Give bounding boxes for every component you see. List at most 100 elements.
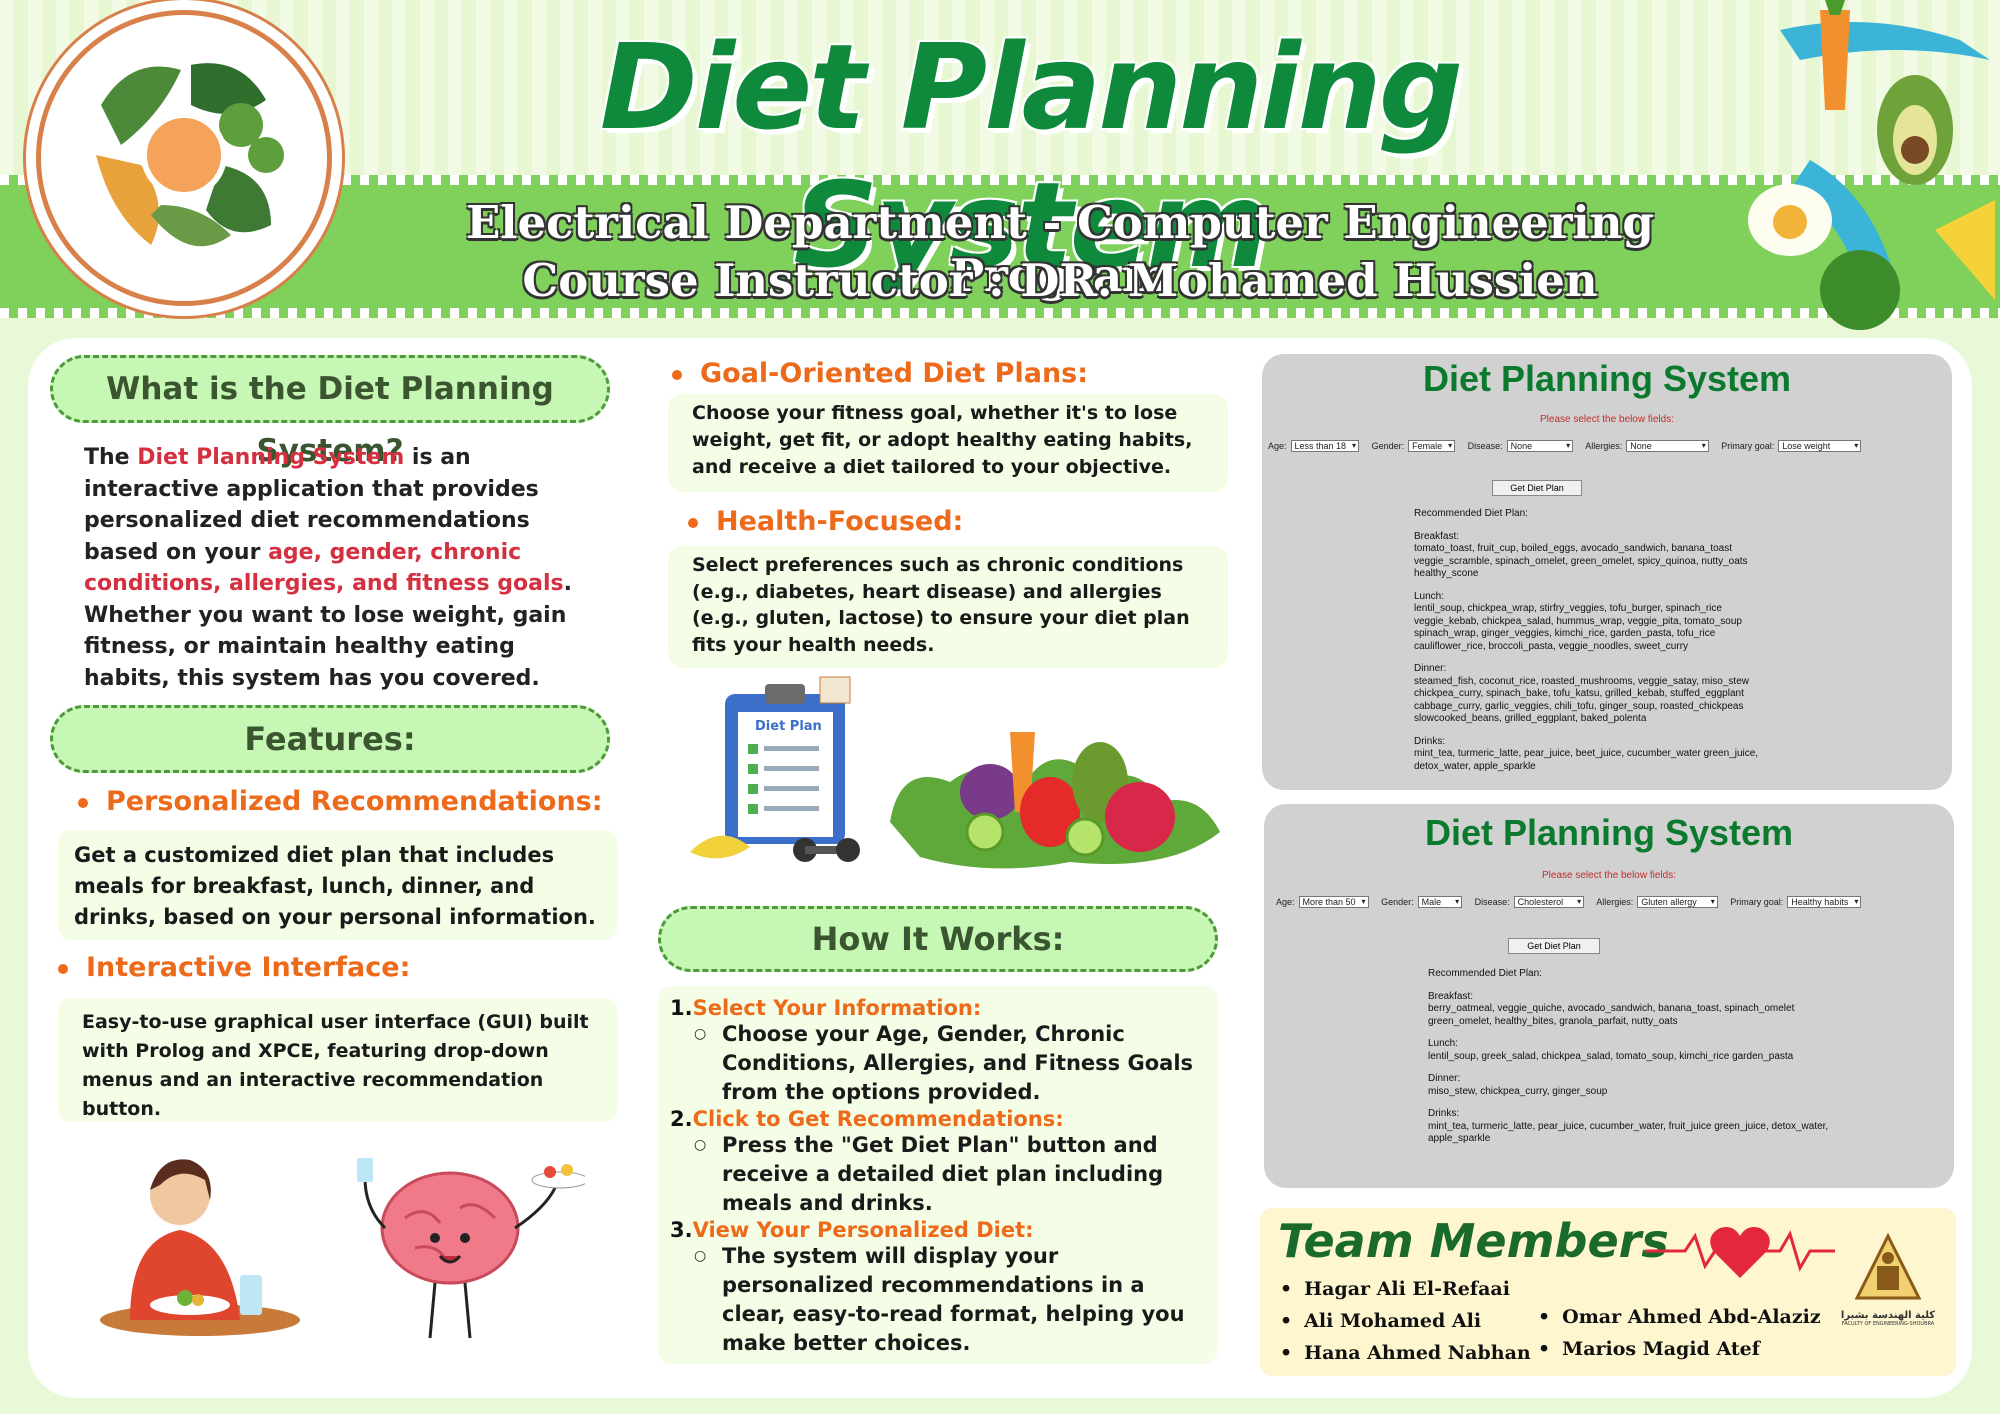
screen1-allergies-select[interactable]: None xyxy=(1626,440,1709,452)
screen2-allergies-label: Allergies: xyxy=(1596,897,1634,907)
team-member-3: Hana Ahmed Nabhan xyxy=(1280,1342,1531,1364)
screen1-allergies-label: Allergies: xyxy=(1585,441,1623,451)
feature-text-3: Choose your fitness goal, whether it's t… xyxy=(668,394,1228,492)
app-screenshot-1: Diet Planning System Please select the b… xyxy=(1262,354,1952,790)
step-2: 2.Click to Get Recommendations: Press th… xyxy=(670,1107,1206,1218)
feature-title-2: Interactive Interface: xyxy=(58,952,410,983)
screen2-gender-label: Gender: xyxy=(1381,897,1414,907)
feature-title-3-text: Goal-Oriented Diet Plans: xyxy=(700,358,1089,389)
feature-title-4: Health-Focused: xyxy=(688,506,963,537)
screen2-fields: Age:More than 50 Gender:Male Disease:Cho… xyxy=(1276,896,1871,908)
step-2-text: Press the "Get Diet Plan" button and rec… xyxy=(694,1131,1206,1218)
what-the: The xyxy=(84,445,138,470)
features-heading: Features: xyxy=(50,705,610,773)
screen2-disease-label: Disease: xyxy=(1474,897,1510,907)
step-3-title: View Your Personalized Diet: xyxy=(692,1218,1034,1242)
feature-text-2: Easy-to-use graphical user interface (GU… xyxy=(58,998,618,1122)
screen2-dinner-label: Dinner: xyxy=(1428,1073,1461,1084)
what-is-heading: What is the Diet Planning System? xyxy=(50,355,610,469)
what-mid: is an interactive application that provi… xyxy=(84,445,539,565)
factors-highlight: age, gender, chronic conditions, allergi… xyxy=(84,539,564,597)
screen2-breakfast-label: Breakfast: xyxy=(1428,990,1474,1002)
woman-eating-illustration xyxy=(90,1140,300,1344)
screen2-lunch: lentil_soup, greek_salad, chickpea_salad… xyxy=(1428,1050,1794,1062)
step-3: 3.View Your Personalized Diet: The syste… xyxy=(670,1218,1206,1358)
screen1-fields: Age:Less than 18 Gender:Female Disease:N… xyxy=(1268,440,1871,452)
feature-text-4: Select preferences such as chronic condi… xyxy=(668,546,1228,668)
how-it-works-box: 1.Select Your Information: Choose your A… xyxy=(658,986,1218,1364)
vegetables-tape-illustration xyxy=(1720,0,2000,344)
step-1-text: Choose your Age, Gender, Chronic Conditi… xyxy=(694,1020,1206,1107)
screen2-prompt: Please select the below fields: xyxy=(1542,870,1676,881)
heartbeat-icon xyxy=(1645,1216,1835,1290)
feature-title-1-text: Personalized Recommendations: xyxy=(106,786,603,817)
screen2-drinks-label: Drinks: xyxy=(1428,1108,1460,1119)
feature-title-4-text: Health-Focused: xyxy=(716,506,964,537)
step-3-num: 3. xyxy=(670,1218,693,1242)
feature-title-3: Goal-Oriented Diet Plans: xyxy=(672,358,1088,389)
team-member-4: Omar Ahmed Abd-Alaziz xyxy=(1538,1306,1821,1328)
how-it-works-heading: How It Works: xyxy=(658,906,1218,972)
step-1-title: Select Your Information: xyxy=(692,996,982,1020)
step-3-text: The system will display your personalize… xyxy=(694,1242,1206,1358)
step-2-title: Click to Get Recommendations: xyxy=(692,1107,1064,1131)
screen2-disease-select[interactable]: Cholesterol xyxy=(1513,896,1585,908)
screen2-goal-select[interactable]: Healthy habits xyxy=(1787,896,1862,908)
screen2-goal-label: Primary goal: xyxy=(1730,897,1784,907)
what-end: . Whether you want to lose weight, gain … xyxy=(84,571,572,691)
screen1-drinks-label: Drinks: xyxy=(1414,735,1446,747)
faculty-logo: كلية الهندسة بشبرا FACULTY OF ENGINEERIN… xyxy=(1828,1232,1948,1327)
header-band xyxy=(0,175,2000,318)
screen1-goal-label: Primary goal: xyxy=(1721,441,1775,451)
screen2-dinner: miso_stew, chickpea_curry, ginger_soup xyxy=(1428,1085,1608,1097)
team-member-2: Ali Mohamed Ali xyxy=(1280,1310,1481,1332)
screen1-gender-select[interactable]: Female xyxy=(1408,440,1456,452)
logo-arabic-text: كلية الهندسة بشبرا xyxy=(1840,1310,1936,1321)
screen1-breakfast: tomato_toast, fruit_cup, boiled_eggs, av… xyxy=(1414,543,1748,579)
screen2-title: Diet Planning System xyxy=(1424,812,1794,853)
screen1-get-diet-plan-button[interactable]: Get Diet Plan xyxy=(1492,480,1582,496)
team-member-5: Marios Magid Atef xyxy=(1538,1338,1760,1360)
screen1-rec-heading: Recommended Diet Plan: xyxy=(1414,508,1528,519)
brain-character-illustration xyxy=(345,1148,589,1352)
feature-text-1: Get a customized diet plan that includes… xyxy=(58,830,618,940)
screen1-prompt: Please select the below fields: xyxy=(1540,414,1674,425)
screen1-dinner: steamed_fish, coconut_rice, roasted_mush… xyxy=(1414,675,1749,725)
screen1-age-label: Age: xyxy=(1268,441,1287,451)
screen1-lunch-label: Lunch: xyxy=(1414,590,1445,602)
screen2-breakfast: berry_oatmeal, veggie_quiche, avocado_sa… xyxy=(1428,1003,1795,1027)
screen2-rec-heading: Recommended Diet Plan: xyxy=(1428,968,1542,979)
screen2-gender-select[interactable]: Male xyxy=(1417,896,1463,908)
screen1-age-select[interactable]: Less than 18 xyxy=(1290,440,1360,452)
system-name-highlight: Diet Planning System xyxy=(137,445,405,470)
step-1: 1.Select Your Information: Choose your A… xyxy=(670,996,1206,1107)
department-line: Electrical Department - Computer Enginee… xyxy=(466,196,1654,302)
screen1-dinner-label: Dinner: xyxy=(1414,663,1447,674)
screen1-lunch: lentil_soup, chickpea_wrap, stirfry_vegg… xyxy=(1414,603,1742,652)
feature-title-2-text: Interactive Interface: xyxy=(86,952,411,983)
feature-title-1: Personalized Recommendations: xyxy=(78,786,603,817)
clipboard-label: Diet Plan xyxy=(755,719,822,734)
logo-english-text: FACULTY OF ENGINEERING-SHOUBRA xyxy=(1841,1321,1935,1327)
screen1-drinks: mint_tea, turmeric_latte, pear_juice, be… xyxy=(1414,748,1759,772)
screen1-disease-select[interactable]: None xyxy=(1506,440,1574,452)
diet-plan-clipboard-illustration: Diet Plan xyxy=(690,672,1230,886)
step-2-num: 2. xyxy=(670,1107,693,1131)
screen2-age-label: Age: xyxy=(1276,897,1295,907)
screen2-allergies-select[interactable]: Gluten allergy xyxy=(1637,896,1718,908)
app-screenshot-2: Diet Planning System Please select the b… xyxy=(1264,804,1954,1188)
screen2-age-select[interactable]: More than 50 xyxy=(1298,896,1369,908)
poster-title: Diet Planning System xyxy=(599,18,1463,294)
screen1-disease-label: Disease: xyxy=(1467,441,1503,451)
screen2-drinks: mint_tea, turmeric_latte, pear_juice, cu… xyxy=(1428,1120,1829,1145)
team-members-box: Team Members Hagar Ali El-Refaai Ali Moh… xyxy=(1260,1208,1956,1376)
team-member-1: Hagar Ali El-Refaai xyxy=(1280,1278,1510,1300)
screen1-goal-select[interactable]: Lose weight xyxy=(1778,440,1862,452)
screen1-gender-label: Gender: xyxy=(1371,441,1405,451)
step-1-num: 1. xyxy=(670,996,693,1020)
screen2-lunch-label: Lunch: xyxy=(1428,1038,1459,1049)
screen2-get-diet-plan-button[interactable]: Get Diet Plan xyxy=(1508,938,1600,954)
header-background xyxy=(0,0,2000,185)
salad-plate-illustration xyxy=(36,10,332,306)
instructor-line: Course Instructor : DR. Mohamed Hussien xyxy=(522,254,1598,307)
